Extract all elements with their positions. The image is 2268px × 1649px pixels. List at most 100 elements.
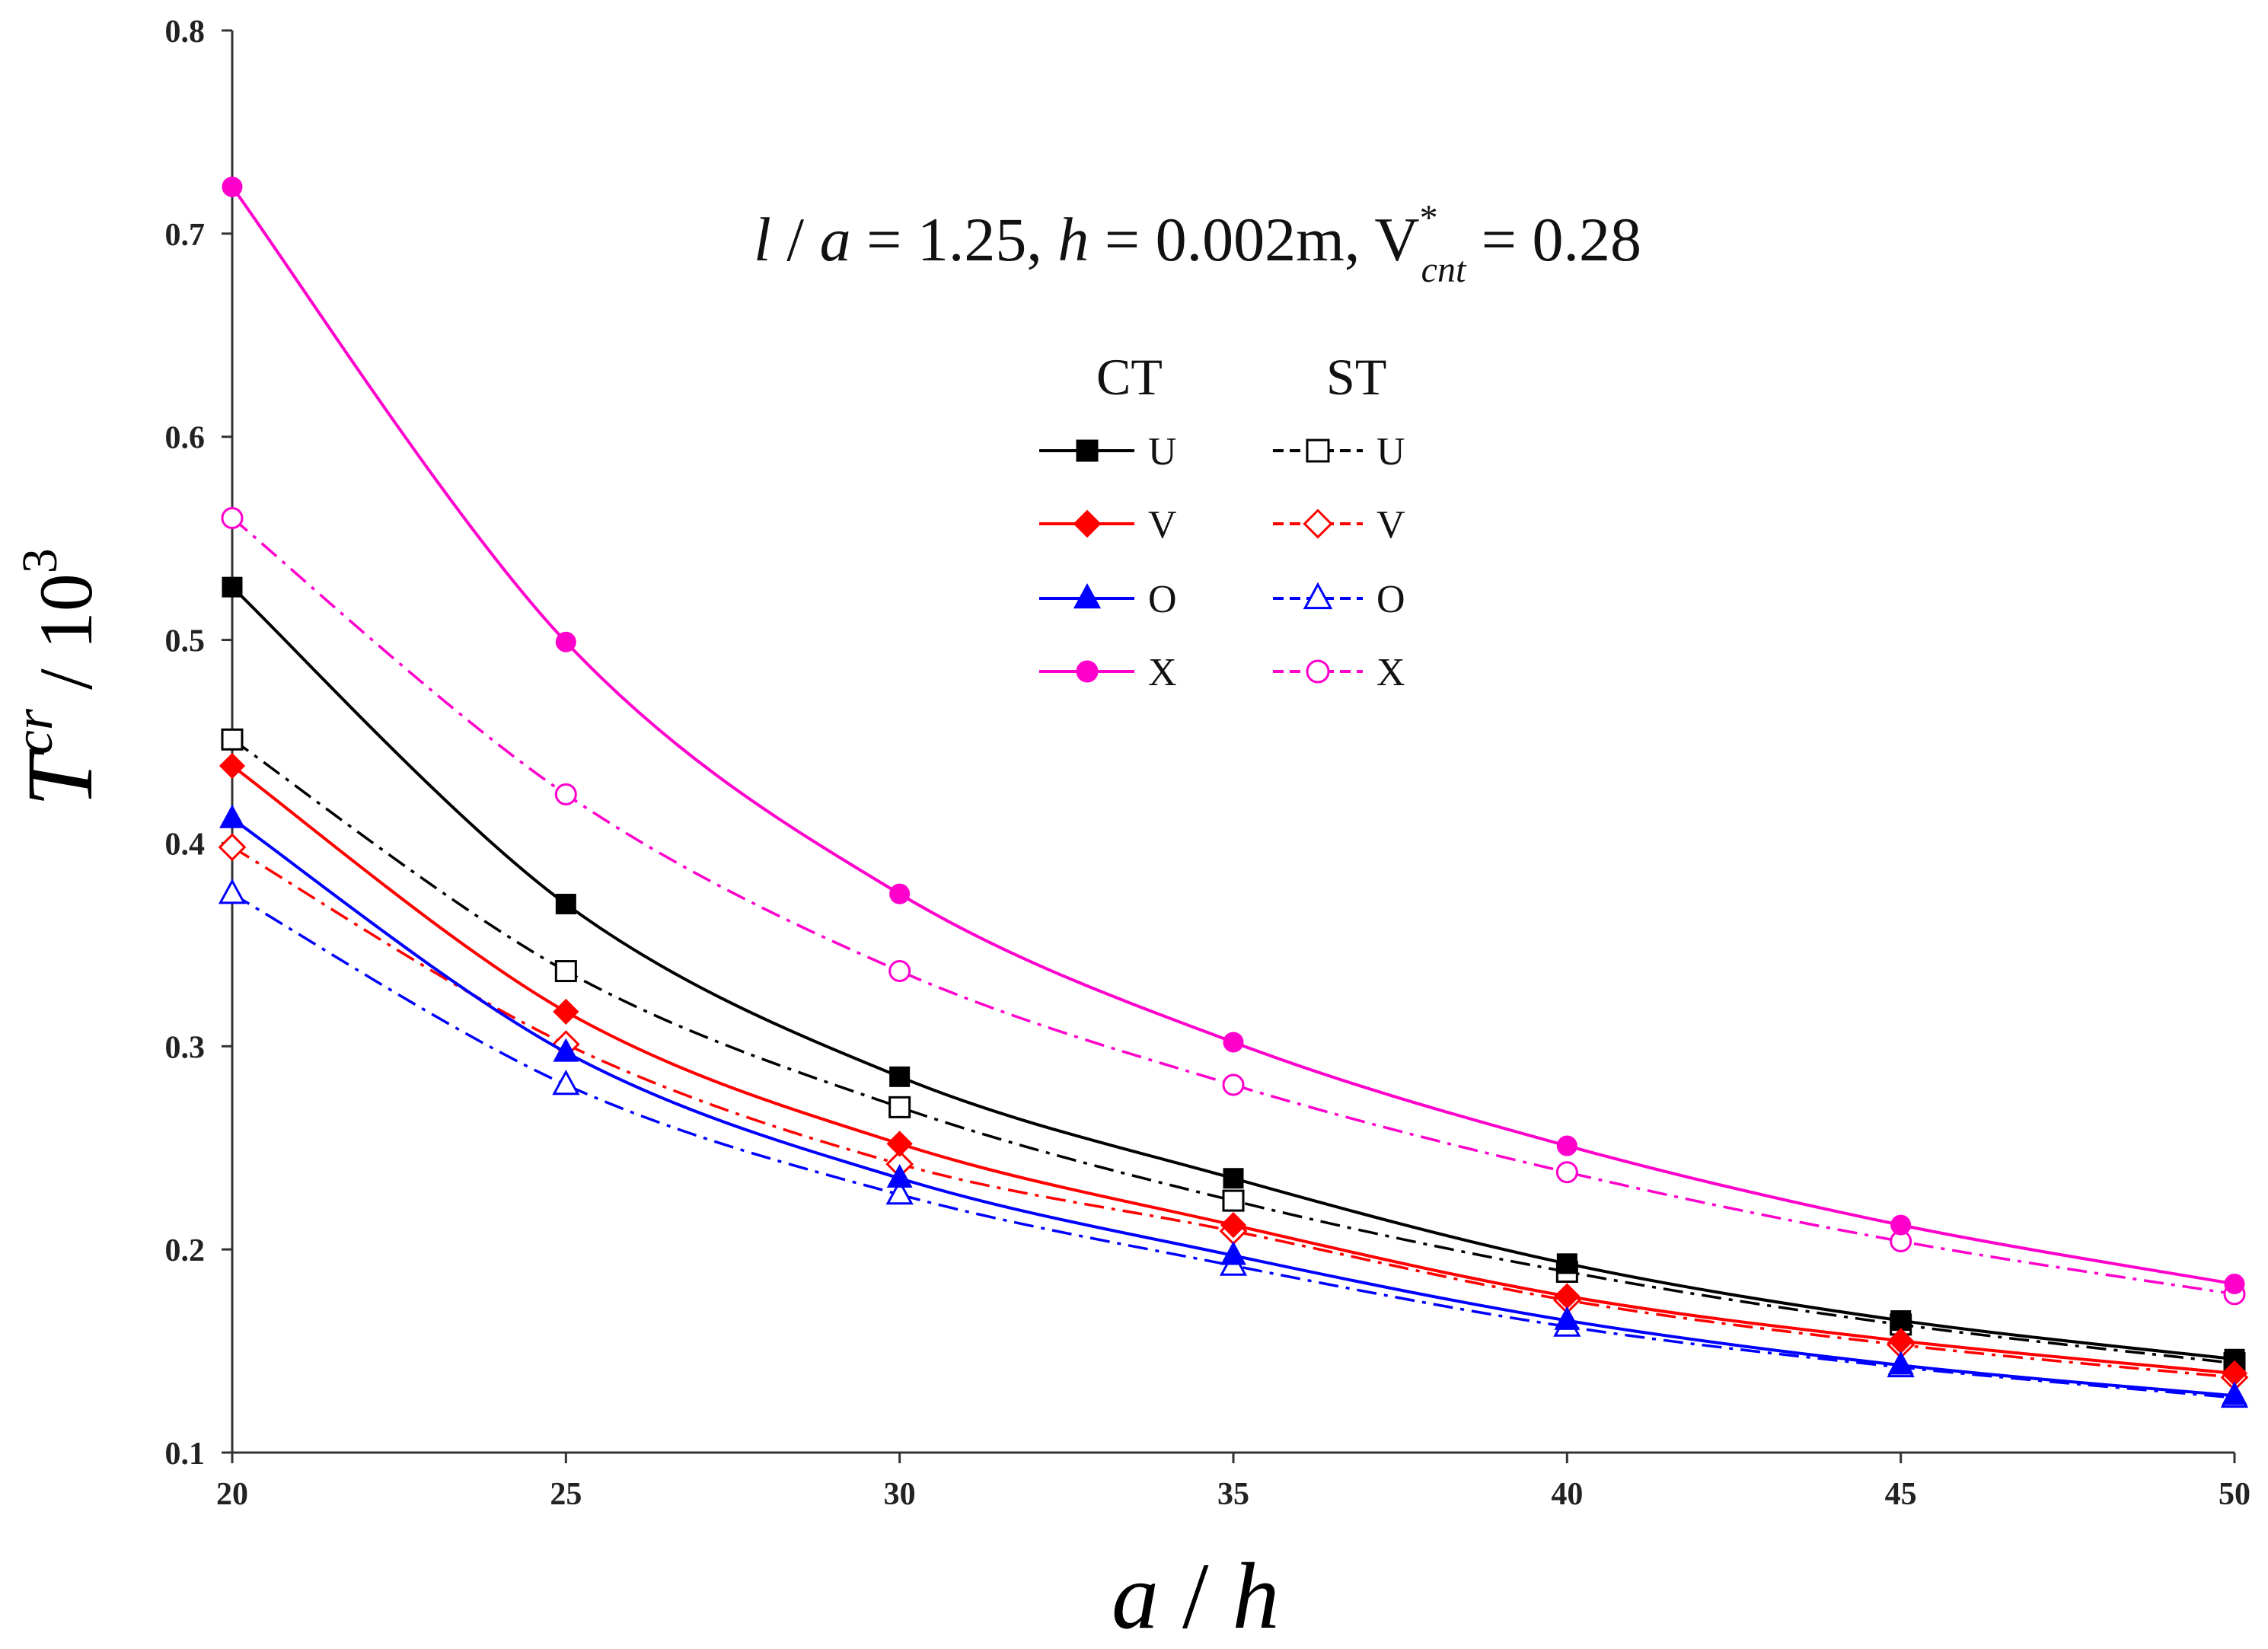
data-point	[1556, 1135, 1577, 1156]
data-point	[1220, 1211, 1247, 1239]
data-point	[889, 883, 911, 904]
ann-v-sub: cnt	[1421, 250, 1467, 290]
legend-marker	[1306, 659, 1330, 684]
x-label-slash: /	[1182, 1544, 1209, 1645]
legend-marker	[1073, 582, 1102, 609]
x-tick-label: 30	[884, 1477, 916, 1512]
data-point	[1222, 1073, 1245, 1096]
ann-a: a	[820, 205, 851, 274]
y-label-exp: 3	[12, 548, 68, 573]
data-point	[222, 576, 243, 598]
y-label-sup: cr	[3, 708, 64, 754]
data-point	[885, 1179, 914, 1205]
series-line	[231, 186, 2235, 1286]
data-point	[554, 960, 577, 983]
series-line	[231, 817, 2235, 1398]
data-point	[888, 960, 911, 983]
parameter-annotation: l / a = 1.25, h = 0.002m, V* cnt = 0.28	[754, 198, 1641, 290]
data-point	[1890, 1310, 1912, 1332]
ann-v: V	[1374, 205, 1419, 274]
series-ct-o	[219, 804, 2247, 1405]
legend-label: O	[1376, 578, 1405, 621]
x-label-num: a	[1112, 1544, 1159, 1645]
data-point	[1554, 1306, 1581, 1330]
data-point	[1222, 1189, 1245, 1212]
y-tick-label: 0.4	[165, 827, 206, 862]
series-st-x	[221, 506, 2246, 1306]
legend-label: U	[1376, 430, 1405, 474]
data-point	[219, 804, 245, 828]
legend-item-st-x: X	[1273, 651, 1405, 694]
axes: 0.1 0.2 0.3 0.4 0.5 0.6 0.7 0.8 20 25 30 35 40 45 50	[165, 14, 2251, 1512]
data-point	[888, 1096, 911, 1118]
y-tick-label: 0.8	[165, 14, 206, 49]
series-line	[231, 846, 2235, 1379]
data-point	[1556, 1253, 1577, 1274]
x-tick-label: 25	[550, 1477, 582, 1512]
data-point	[1887, 1351, 1914, 1375]
ann-l: l	[754, 205, 771, 274]
data-point	[1555, 1161, 1578, 1184]
x-tick-label: 20	[216, 1477, 248, 1512]
data-point	[555, 893, 576, 914]
data-point	[218, 833, 247, 862]
y-tick-label: 0.6	[165, 421, 206, 456]
y-label-slash: /	[24, 668, 108, 690]
data-point	[889, 1066, 911, 1087]
x-label-den: h	[1232, 1544, 1279, 1645]
series-ct-v	[219, 752, 2248, 1387]
data-point	[886, 1164, 913, 1188]
data-point	[218, 879, 247, 904]
series-st-o	[218, 879, 2249, 1408]
x-tick-label: 50	[2219, 1477, 2250, 1512]
legend-label: X	[1376, 651, 1405, 694]
ann-v-val: 0.28	[1533, 205, 1642, 274]
legend-label: O	[1148, 578, 1177, 621]
legend-marker	[1073, 509, 1102, 538]
data-point	[1223, 1168, 1244, 1189]
data-point	[1220, 1241, 1246, 1265]
data-point	[222, 176, 243, 197]
x-tick-label: 40	[1551, 1477, 1583, 1512]
legend-label: X	[1148, 651, 1177, 694]
data-point	[1223, 1032, 1244, 1053]
series-st-v	[218, 833, 2249, 1392]
legend-header-st: ST	[1326, 348, 1386, 406]
series-ct-x	[222, 176, 2245, 1295]
y-tick-label: 0.3	[165, 1030, 206, 1065]
data-point	[554, 783, 577, 805]
y-tick-label: 0.7	[165, 218, 206, 253]
legend-item-ct-x: X	[1039, 651, 1177, 694]
legend-label: U	[1148, 430, 1177, 474]
data-point	[555, 631, 576, 652]
ann-h: h	[1057, 205, 1089, 274]
x-tick-label: 45	[1885, 1477, 1917, 1512]
y-tick-label: 0.2	[165, 1233, 206, 1268]
y-label-main: T	[8, 748, 112, 807]
x-tick-label: 35	[1217, 1477, 1249, 1512]
y-tick-label: 0.1	[165, 1437, 206, 1472]
legend-label: V	[1376, 503, 1405, 547]
data-point	[1890, 1214, 1912, 1236]
data-point	[552, 1069, 580, 1096]
legend-marker	[1306, 439, 1330, 463]
x-axis-label: a / h	[1112, 1544, 1279, 1645]
data-point	[221, 728, 244, 751]
data-point	[219, 752, 246, 780]
data-point	[553, 998, 579, 1025]
legend-marker	[1303, 582, 1333, 610]
legend-item-ct-u: U	[1039, 430, 1177, 474]
y-label-base: 10	[24, 573, 108, 649]
legend-marker	[1076, 439, 1099, 462]
series-line	[231, 764, 2235, 1375]
ann-h-val: 0.002m	[1156, 205, 1345, 274]
series-line	[231, 892, 2235, 1399]
data-point	[886, 1131, 913, 1157]
y-axis-label: Tcr / 103	[3, 548, 112, 807]
legend-item-st-u: U	[1273, 430, 1405, 474]
legend-item-ct-o: O	[1039, 578, 1177, 621]
legend-item-st-o: O	[1273, 578, 1405, 621]
